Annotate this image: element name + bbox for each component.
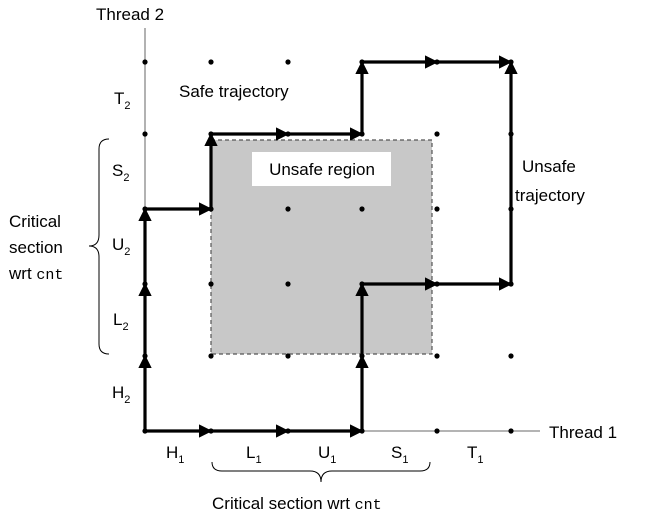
unsafe-trajectory-label-line1: Unsafe xyxy=(522,157,576,176)
unsafe-trajectory-path xyxy=(145,60,518,438)
grid-point xyxy=(285,206,291,212)
thread2-axis-label: Thread 2 xyxy=(96,5,164,24)
x-segment-t1: T1 xyxy=(467,443,484,466)
grid-point xyxy=(434,428,440,434)
grid-point xyxy=(208,59,214,65)
critical-section-y-label-line3: wrt cnt xyxy=(8,264,63,284)
x-segment-u1: U1 xyxy=(318,443,336,466)
critical-section-y-label-line1: Critical xyxy=(9,212,61,231)
grid-point xyxy=(508,428,514,434)
unsafe-region-label: Unsafe region xyxy=(269,160,375,179)
grid-point xyxy=(434,131,440,137)
x-segment-l1: L1 xyxy=(246,443,262,466)
y-segment-h2: H2 xyxy=(112,383,130,406)
critical-section-y-label-line2: section xyxy=(9,238,63,257)
safe-trajectory-path xyxy=(138,55,513,431)
y-segment-l2: L2 xyxy=(113,310,129,333)
grid-point xyxy=(434,206,440,212)
critical-section-y-brace xyxy=(88,138,110,355)
safe-trajectory-label: Safe trajectory xyxy=(179,82,289,101)
x-segment-h1: H1 xyxy=(166,443,184,466)
grid-point xyxy=(208,353,214,359)
grid-point xyxy=(508,353,514,359)
x-segment-s1: S1 xyxy=(391,443,408,466)
unsafe-region-label-box xyxy=(252,152,391,186)
y-segment-s2: S2 xyxy=(112,161,129,184)
grid-point xyxy=(285,59,291,65)
critical-section-x-label: Critical section wrt cnt xyxy=(212,494,382,514)
grid-point xyxy=(285,353,291,359)
critical-section-x-brace xyxy=(211,461,431,483)
y-segment-t2: T2 xyxy=(114,89,131,112)
grid-point xyxy=(434,353,440,359)
unsafe-trajectory-label-line2: trajectory xyxy=(515,186,585,205)
grid-point xyxy=(208,281,214,287)
grid-point xyxy=(359,206,365,212)
y-segment-u2: U2 xyxy=(112,235,130,258)
thread1-axis-label: Thread 1 xyxy=(549,423,617,442)
grid-point xyxy=(142,131,148,137)
grid-point xyxy=(285,281,291,287)
grid-point xyxy=(142,59,148,65)
